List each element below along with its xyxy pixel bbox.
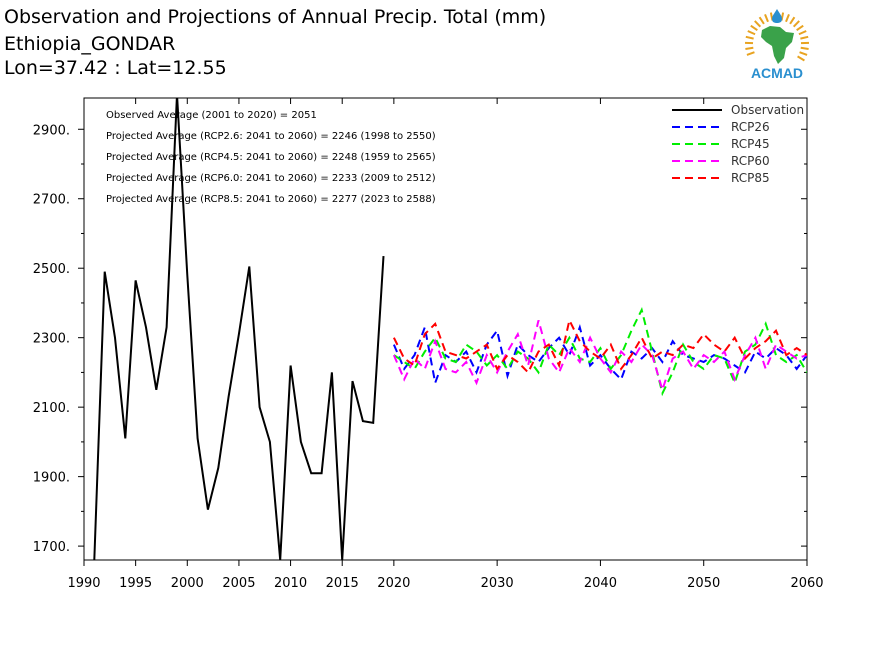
y-tick-label: 2300. xyxy=(33,332,70,347)
x-tick-label: 2015 xyxy=(326,576,359,591)
plot-frame xyxy=(83,97,808,561)
title-line-3: Lon=37.42 : Lat=12.55 xyxy=(4,57,227,79)
x-tick-label: 2050 xyxy=(687,576,720,591)
x-tick-label: 2005 xyxy=(222,576,255,591)
legend-label: Observation xyxy=(731,103,804,117)
annotation-line: Projected Average (RCP8.5: 2041 to 2060)… xyxy=(106,194,436,205)
annotation-line: Projected Average (RCP2.6: 2041 to 2060)… xyxy=(106,131,436,142)
legend-label: RCP45 xyxy=(731,137,770,151)
annotation-line: Projected Average (RCP6.0: 2041 to 2060)… xyxy=(106,173,436,184)
x-tick-label: 1990 xyxy=(67,576,100,591)
y-tick-label: 1700. xyxy=(33,540,70,555)
x-tick-label: 2010 xyxy=(274,576,307,591)
series-line-observation xyxy=(93,98,385,560)
x-tick-label: 2000 xyxy=(171,576,204,591)
acmad-logo: ACMAD xyxy=(736,6,818,82)
y-tick-label: 2900. xyxy=(33,123,70,138)
series-line-rcp85 xyxy=(393,317,807,375)
x-tick-label: 2020 xyxy=(377,576,410,591)
x-tick-label: 2030 xyxy=(481,576,514,591)
y-tick-label: 2100. xyxy=(33,401,70,416)
logo-text: ACMAD xyxy=(751,65,803,81)
series-line-rcp45 xyxy=(393,307,807,397)
series-line-rcp26 xyxy=(392,323,807,387)
annotation-line: Observed Average (2001 to 2020) = 2051 xyxy=(106,110,317,121)
x-tick-label: 1995 xyxy=(119,576,152,591)
legend-label: RCP85 xyxy=(731,171,770,185)
africa-continent-icon: ACMAD xyxy=(744,9,810,81)
annotation-line: Projected Average (RCP4.5: 2041 to 2060)… xyxy=(106,152,436,163)
x-tick-label: 2060 xyxy=(790,576,823,591)
x-tick-label: 2040 xyxy=(584,576,617,591)
y-tick-label: 1900. xyxy=(33,471,70,486)
title-line-2: Ethiopia_GONDAR xyxy=(4,33,176,55)
legend-label: RCP26 xyxy=(731,120,770,134)
title-line-1: Observation and Projections of Annual Pr… xyxy=(4,6,547,28)
y-tick-label: 2700. xyxy=(33,193,70,208)
legend-label: RCP60 xyxy=(731,154,770,168)
y-tick-label: 2500. xyxy=(33,262,70,277)
series-line-rcp60 xyxy=(392,320,807,394)
